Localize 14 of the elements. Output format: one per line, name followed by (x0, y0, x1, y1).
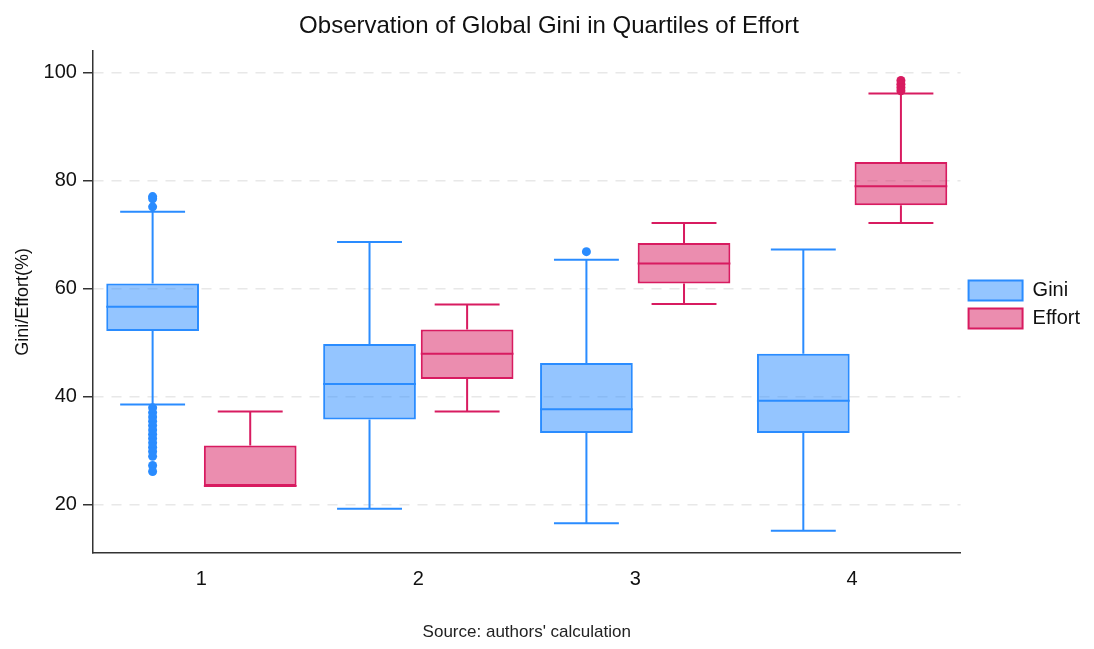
y-tick-label: 100 (43, 59, 77, 82)
y-tick-label: 40 (54, 383, 77, 406)
chart-title: Observation of Global Gini in Quartiles of Effort (299, 11, 800, 39)
x-tick-label: 1 (195, 566, 207, 589)
y-axis-title: Gini/Effort(%) (11, 248, 32, 356)
x-tick-label: 4 (846, 566, 858, 589)
source-note: Source: authors' calculation (422, 622, 631, 642)
y-tick-label: 80 (54, 167, 77, 190)
y-tick-label: 20 (54, 491, 77, 514)
x-tick-label: 2 (412, 566, 424, 589)
x-tick-label: 3 (629, 566, 641, 589)
legend-label: Effort (1032, 306, 1081, 329)
legend-label: Gini (1032, 278, 1069, 301)
y-tick-label: 60 (54, 275, 77, 298)
